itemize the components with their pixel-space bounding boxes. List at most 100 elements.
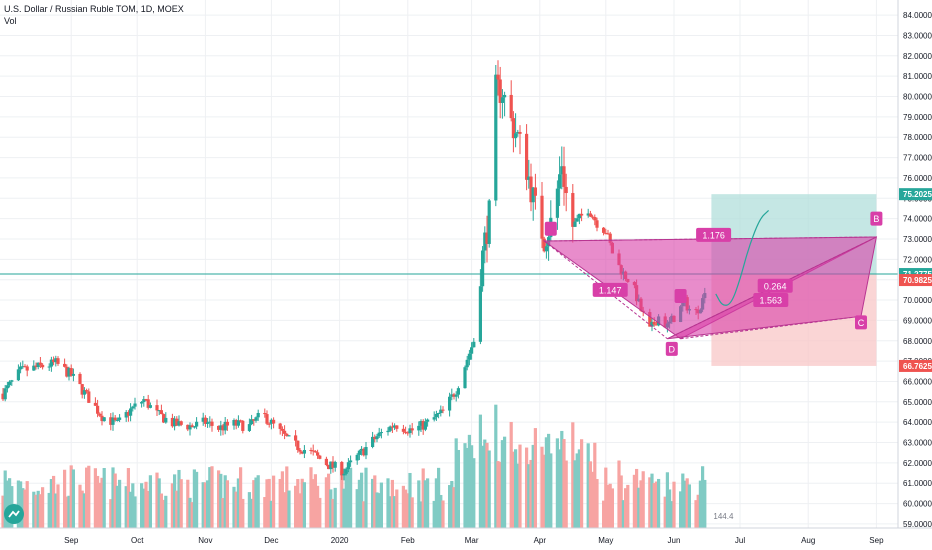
candle bbox=[349, 460, 353, 463]
volume-bar bbox=[177, 469, 181, 528]
volume-bar bbox=[591, 471, 595, 528]
volume-bar bbox=[309, 467, 313, 528]
price-tick: 70.0000 bbox=[903, 296, 932, 305]
candle bbox=[131, 406, 135, 409]
candle bbox=[148, 405, 152, 408]
volume-bar bbox=[124, 486, 128, 528]
volume-bar bbox=[56, 484, 60, 528]
volume-bar bbox=[327, 473, 331, 528]
candle bbox=[441, 409, 445, 411]
volume-bar bbox=[69, 465, 73, 528]
price-tick: 84.0000 bbox=[903, 11, 932, 20]
volume-bar bbox=[654, 481, 658, 528]
candle bbox=[560, 166, 564, 175]
candle bbox=[19, 366, 23, 370]
candle bbox=[577, 213, 581, 219]
volume-bar bbox=[379, 482, 383, 528]
volume-bar bbox=[32, 491, 36, 528]
volume-bar bbox=[357, 479, 361, 528]
volume-bar bbox=[560, 430, 564, 528]
volume-bar bbox=[421, 468, 425, 528]
candle bbox=[111, 417, 115, 425]
candle bbox=[472, 341, 476, 348]
candle bbox=[465, 359, 469, 368]
candle bbox=[406, 432, 410, 434]
candle bbox=[316, 452, 320, 456]
volume-bar bbox=[564, 460, 568, 528]
volume-bar bbox=[360, 472, 364, 528]
candle bbox=[300, 451, 304, 454]
volume-bar bbox=[525, 447, 529, 528]
volume-bar bbox=[404, 489, 408, 528]
candle bbox=[36, 362, 40, 368]
candle bbox=[355, 454, 359, 461]
volume-bar bbox=[610, 488, 614, 528]
candle bbox=[478, 286, 482, 342]
volume-bar bbox=[355, 489, 359, 528]
volume-bar bbox=[140, 483, 144, 528]
candle bbox=[146, 399, 150, 408]
candle bbox=[41, 364, 45, 368]
volume-bar bbox=[586, 443, 590, 528]
candle bbox=[10, 380, 14, 382]
candle bbox=[133, 403, 137, 407]
volume-bar bbox=[170, 483, 174, 528]
volume-bar bbox=[681, 473, 685, 528]
candle bbox=[34, 365, 38, 368]
volume-bar bbox=[21, 488, 25, 528]
volume-bar bbox=[34, 494, 38, 528]
candle bbox=[375, 436, 379, 440]
candle bbox=[604, 232, 608, 234]
symbol-title: U.S. Dollar / Russian Ruble TOM, 1D, MOE… bbox=[4, 4, 184, 14]
candle bbox=[98, 413, 102, 416]
candle bbox=[164, 417, 168, 423]
candle bbox=[421, 421, 425, 430]
price-tick: 61.0000 bbox=[903, 479, 932, 488]
price-tick: 82.0000 bbox=[903, 52, 932, 61]
harmonic-pattern[interactable]: 1.176 1.147 0.264 1.563 B C D bbox=[542, 211, 883, 356]
price-tick: 65.0000 bbox=[903, 398, 932, 407]
volume-bar bbox=[252, 480, 256, 528]
point-badge bbox=[870, 211, 883, 226]
volume-bar bbox=[115, 485, 119, 528]
candle bbox=[217, 425, 221, 430]
candle bbox=[423, 421, 427, 430]
volume-bar bbox=[188, 497, 192, 528]
candle bbox=[49, 359, 53, 367]
candle bbox=[448, 396, 452, 411]
point-badge bbox=[674, 288, 687, 303]
projection-curve: 144.4 bbox=[713, 210, 770, 521]
volume-bar bbox=[639, 480, 643, 528]
candle bbox=[21, 366, 25, 368]
price-axis[interactable]: 84.0000 83.0000 82.0000 81.0000 80.0000 79.00… bbox=[897, 0, 932, 550]
volume-bar bbox=[340, 470, 344, 528]
time-axis-bg bbox=[0, 528, 932, 550]
candle bbox=[542, 238, 546, 252]
candle bbox=[100, 415, 104, 422]
candle bbox=[318, 455, 322, 459]
time-axis[interactable]: Sep Oct Nov Dec 2020 Feb Mar Apr May Jun Jul Aug Sep bbox=[0, 527, 932, 550]
candle bbox=[437, 413, 441, 415]
price-tick: 63.0000 bbox=[903, 439, 932, 448]
volume-bar bbox=[285, 466, 289, 528]
candle bbox=[333, 462, 337, 468]
chart-legend: U.S. Dollar / Russian Ruble TOM, 1D, MOE… bbox=[4, 3, 184, 27]
candle bbox=[498, 79, 502, 103]
candle bbox=[3, 388, 7, 400]
candle bbox=[324, 458, 328, 466]
candle bbox=[575, 218, 579, 222]
candle bbox=[371, 436, 375, 447]
candle bbox=[32, 365, 36, 371]
candle bbox=[113, 417, 117, 421]
price-tick: 59.0000 bbox=[903, 520, 932, 529]
volume-bar bbox=[272, 475, 276, 528]
volume-bar bbox=[518, 444, 522, 528]
candle bbox=[346, 462, 350, 470]
candle bbox=[280, 428, 284, 431]
volume-bar bbox=[278, 478, 282, 528]
volume-bar bbox=[514, 449, 518, 528]
volume-bars bbox=[1, 404, 707, 528]
volume-bar bbox=[190, 502, 194, 528]
time-tick: 2020 bbox=[331, 536, 349, 545]
